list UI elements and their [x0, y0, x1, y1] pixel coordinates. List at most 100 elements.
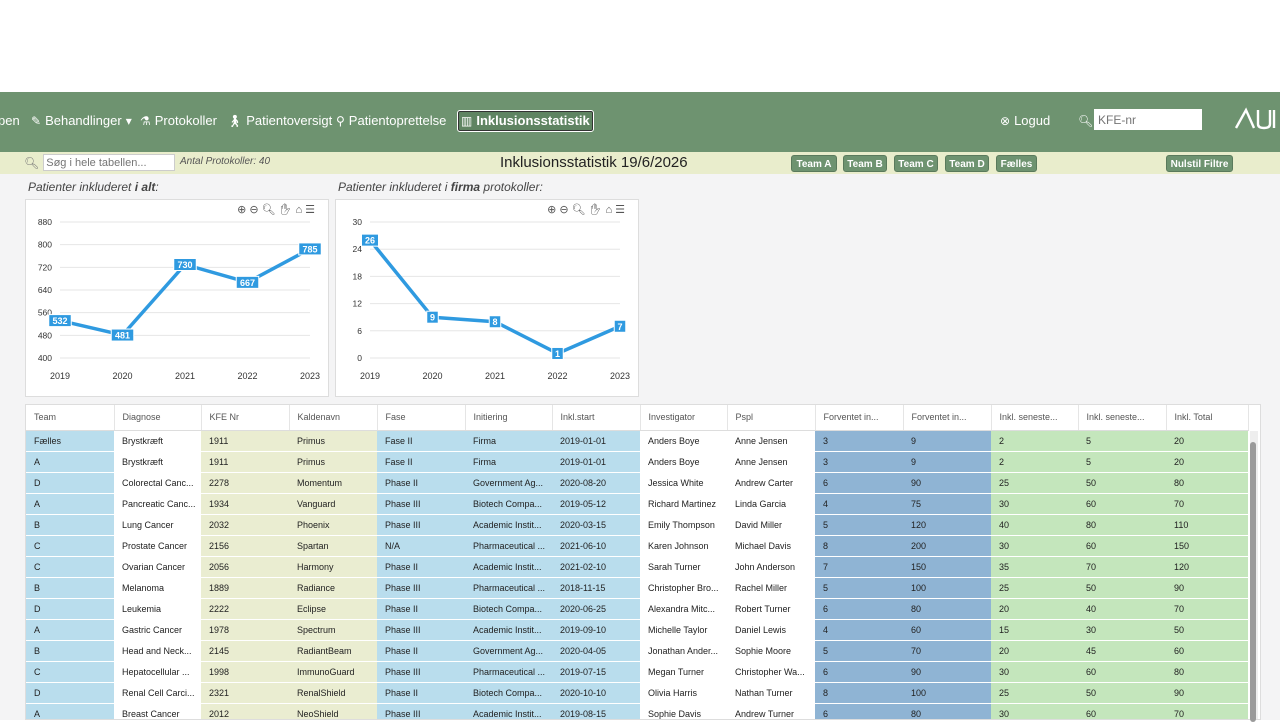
zoom-out-icon[interactable]: ⊖	[559, 204, 572, 216]
table-row[interactable]: D Renal Cell Carci... 2321 RenalShield Phase…	[26, 682, 1248, 704]
table-row[interactable]: A Pancreatic Canc... 1934 Vanguard Phase III…	[26, 493, 1248, 515]
reset-filters-button[interactable]: Nulstil Filtre	[1166, 155, 1233, 172]
data-label: 481	[115, 331, 130, 341]
table-cell: Primus	[289, 430, 377, 452]
data-label: 8	[492, 317, 497, 327]
team-c-button[interactable]: Team C	[894, 155, 938, 172]
x-tick-label: 2022	[547, 371, 567, 381]
table-row[interactable]: C Prostate Cancer 2156 Spartan N/A Pharmaceut…	[26, 535, 1248, 557]
table-cell: Michelle Taylor	[640, 619, 727, 641]
zoom-in-icon[interactable]: ⊕	[547, 204, 560, 216]
team-a-button[interactable]: Team A	[791, 155, 837, 172]
nav-item-partial[interactable]: pen	[0, 110, 20, 132]
column-header[interactable]: Forventet in...	[903, 405, 992, 431]
table-row[interactable]: D Leukemia 2222 Eclipse Phase II Biotech Comp…	[26, 598, 1248, 620]
faelles-button[interactable]: Fælles	[996, 155, 1037, 172]
table-cell: 70	[1166, 598, 1248, 620]
column-header[interactable]: Inkl. seneste...	[991, 405, 1079, 431]
column-header[interactable]: Inkl. seneste...	[1078, 405, 1167, 431]
table-cell: 70	[1166, 493, 1248, 515]
data-point[interactable]: 8	[488, 315, 502, 329]
nav-item-patientoversigt[interactable]: 🚶︎ Patientoversigt	[227, 110, 332, 132]
table-cell: Anne Jensen	[727, 430, 815, 452]
table-cell: 2020-04-05	[552, 640, 640, 662]
table-cell: 80	[1166, 472, 1248, 494]
data-point[interactable]: 667	[235, 275, 260, 289]
home-icon[interactable]: ⌂	[605, 204, 616, 216]
protocol-table: Team Diagnose KFE Nr Kaldenavn Fase Initierin…	[25, 404, 1261, 720]
column-header[interactable]: KFE Nr	[201, 405, 290, 431]
magnify-icon[interactable]: 🔍︎	[571, 204, 589, 216]
data-point[interactable]: 785	[298, 242, 322, 256]
pan-hand-icon[interactable]: ✋︎	[588, 204, 606, 216]
table-cell: 70	[1166, 703, 1248, 719]
menu-icon[interactable]: ☰	[615, 204, 628, 216]
logout-button[interactable]: ⊗ Logud	[1000, 110, 1050, 132]
nav-item-inklusionsstatistik[interactable]: ▥ Inklusionsstatistik	[457, 110, 594, 132]
magnify-icon[interactable]: 🔍︎	[261, 204, 279, 216]
data-point[interactable]: 532	[48, 314, 72, 328]
table-cell: Academic Instit...	[465, 703, 552, 719]
table-cell: Spectrum	[289, 619, 377, 641]
column-header[interactable]: Investigator	[640, 405, 728, 431]
column-header[interactable]: Pspl	[727, 405, 816, 431]
column-header[interactable]: Forventet in...	[815, 405, 904, 431]
table-row[interactable]: A Breast Cancer 2012 NeoShield Phase III Acad…	[26, 703, 1248, 719]
data-point[interactable]: 730	[173, 258, 197, 271]
table-row[interactable]: C Hepatocellular ... 1998 ImmunoGuard Phase …	[26, 661, 1248, 683]
column-header[interactable]: Initiering	[465, 405, 553, 431]
column-header[interactable]: Diagnose	[114, 405, 202, 431]
kfe-search-input[interactable]	[1094, 109, 1202, 130]
table-cell: 90	[1166, 682, 1248, 704]
table-row[interactable]: A Gastric Cancer 1978 Spectrum Phase III Acad…	[26, 619, 1248, 641]
home-icon[interactable]: ⌂	[295, 204, 306, 216]
x-tick-label: 2023	[610, 371, 630, 381]
table-cell: Academic Instit...	[465, 556, 552, 578]
data-point[interactable]: 26	[361, 233, 379, 247]
table-row[interactable]: A Brystkræft 1911 Primus Fase II Firma 2019-01…	[26, 451, 1248, 473]
data-point[interactable]: 1	[551, 346, 564, 360]
table-row[interactable]: C Ovarian Cancer 2056 Harmony Phase II Academ…	[26, 556, 1248, 578]
nav-item-protokoller[interactable]: ⚗ Protokoller	[140, 110, 217, 132]
pan-hand-icon[interactable]: ✋︎	[278, 204, 296, 216]
table-cell: 90	[903, 472, 991, 494]
team-b-button[interactable]: Team B	[843, 155, 887, 172]
table-row[interactable]: D Colorectal Canc... 2278 Momentum Phase II G…	[26, 472, 1248, 494]
nav-item-behandlinger[interactable]: ✎ Behandlinger ▾	[31, 110, 132, 132]
nav-item-patientoprettelse[interactable]: ⚲ Patientoprettelse	[336, 110, 446, 132]
zoom-out-icon[interactable]: ⊖	[249, 204, 262, 216]
team-d-button[interactable]: Team D	[945, 155, 989, 172]
table-cell: 50	[1078, 577, 1166, 599]
table-row[interactable]: Fælles Brystkræft 1911 Primus Fase II Firma 20…	[26, 430, 1248, 452]
table-cell: Prostate Cancer	[114, 535, 201, 557]
table-cell: 30	[991, 661, 1078, 683]
table-cell: Vanguard	[289, 493, 377, 515]
column-header[interactable]: Fase	[377, 405, 466, 431]
table-cell: Jonathan Ander...	[640, 640, 727, 662]
table-row[interactable]: B Lung Cancer 2032 Phoenix Phase III Academic…	[26, 514, 1248, 536]
scrollbar-thumb[interactable]	[1250, 442, 1256, 722]
table-cell: 90	[903, 661, 991, 683]
table-cell: Sarah Turner	[640, 556, 727, 578]
data-label-box	[173, 258, 197, 271]
table-cell: RadiantBeam	[289, 640, 377, 662]
table-search-input[interactable]	[43, 154, 176, 171]
zoom-in-icon[interactable]: ⊕	[237, 204, 250, 216]
column-header[interactable]: Kaldenavn	[289, 405, 378, 431]
column-header[interactable]: Team	[26, 405, 115, 431]
x-tick-label: 2022	[237, 371, 257, 381]
table-cell: 100	[903, 682, 991, 704]
table-row[interactable]: B Head and Neck... 2145 RadiantBeam Phase II…	[26, 640, 1248, 662]
data-point[interactable]: 481	[110, 328, 135, 342]
table-cell: NeoShield	[289, 703, 377, 719]
table-row[interactable]: B Melanoma 1889 Radiance Phase III Pharmaceut…	[26, 577, 1248, 599]
column-header[interactable]: Inkl. Total	[1166, 405, 1249, 431]
table-cell: 40	[991, 514, 1078, 536]
menu-icon[interactable]: ☰	[305, 204, 318, 216]
data-point[interactable]: 9	[426, 310, 439, 324]
data-point[interactable]: 7	[613, 319, 627, 333]
table-cell: 20	[1166, 451, 1248, 473]
table-cell: 2	[991, 451, 1078, 473]
nav-item-label: Behandlinger	[45, 113, 122, 128]
column-header[interactable]: Inkl.start	[552, 405, 641, 431]
